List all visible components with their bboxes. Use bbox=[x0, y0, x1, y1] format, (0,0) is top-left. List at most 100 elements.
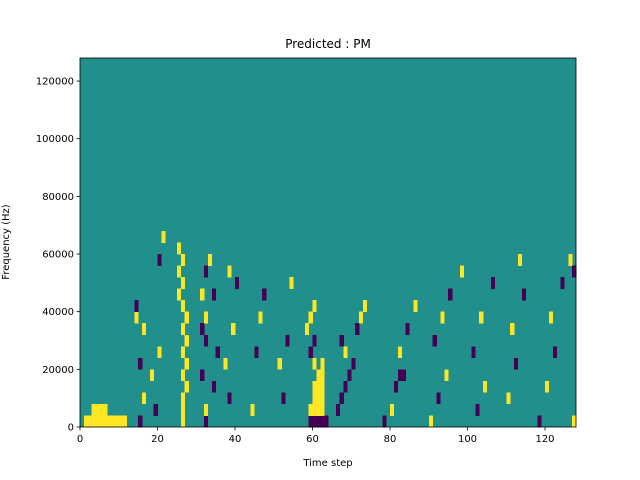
heatmap-cell bbox=[362, 300, 368, 312]
heatmap-cell bbox=[316, 380, 321, 393]
heatmap-cell bbox=[308, 403, 313, 416]
x-tick-label: 60 bbox=[306, 434, 319, 445]
heatmap-cell bbox=[184, 311, 189, 324]
heatmap-cell bbox=[153, 403, 158, 416]
heatmap-cell bbox=[149, 369, 154, 382]
x-tick-label: 100 bbox=[458, 434, 477, 445]
heatmap-cell bbox=[103, 415, 108, 428]
heatmap-cell bbox=[316, 392, 321, 405]
heatmap-cell bbox=[312, 380, 317, 393]
heatmap-cell bbox=[320, 403, 325, 416]
heatmap-cell bbox=[176, 288, 182, 301]
heatmap-cell bbox=[95, 415, 100, 428]
heatmap-cell bbox=[227, 392, 232, 405]
heatmap-cell bbox=[343, 346, 348, 359]
heatmap-cell bbox=[289, 277, 294, 289]
heatmap-cell bbox=[122, 415, 127, 428]
heatmap-cell bbox=[312, 300, 317, 312]
heatmap-cell bbox=[444, 369, 449, 382]
heatmap-cell bbox=[204, 334, 209, 347]
heatmap-cell bbox=[107, 415, 112, 428]
heatmap-cell bbox=[355, 323, 360, 336]
heatmap-cell bbox=[560, 277, 565, 289]
heatmap-cell bbox=[316, 415, 321, 428]
heatmap-cell bbox=[428, 415, 433, 428]
heatmap-cell bbox=[157, 346, 162, 359]
heatmap-cell bbox=[281, 392, 286, 405]
heatmap-cell bbox=[514, 357, 519, 370]
y-axis: 0 20000 40000 60000 80000 100000 120000 bbox=[36, 77, 80, 434]
heatmap-cell bbox=[479, 311, 484, 324]
heatmap-cell bbox=[215, 346, 220, 359]
heatmap-cell bbox=[200, 323, 205, 336]
heatmap-cell bbox=[320, 392, 325, 405]
heatmap-cell bbox=[405, 323, 410, 336]
heatmap-cell bbox=[390, 403, 395, 416]
heatmap-cell bbox=[413, 300, 418, 312]
heatmap-cell bbox=[320, 357, 325, 370]
heatmap-cell bbox=[320, 369, 325, 382]
heatmap-cell bbox=[397, 346, 402, 359]
heatmap-cell bbox=[490, 277, 495, 289]
heatmap-cell bbox=[184, 334, 189, 347]
heatmap-cell bbox=[180, 403, 185, 416]
y-tick-label: 80000 bbox=[42, 192, 74, 203]
heatmap-cell bbox=[339, 392, 344, 405]
heatmap-cell bbox=[324, 415, 329, 428]
heatmap-cell bbox=[138, 357, 143, 370]
heatmap-cell bbox=[211, 380, 216, 393]
x-tick-label: 0 bbox=[77, 434, 83, 445]
heatmap-cell bbox=[134, 311, 139, 324]
heatmap-cell bbox=[308, 415, 313, 428]
heatmap-cell bbox=[440, 311, 445, 324]
heatmap-cell bbox=[250, 403, 255, 416]
heatmap-cell bbox=[432, 334, 437, 347]
heatmap-cell bbox=[572, 265, 577, 278]
heatmap-cell bbox=[475, 403, 480, 416]
heatmap-cell bbox=[204, 415, 209, 428]
x-tick-label: 80 bbox=[384, 434, 397, 445]
heatmap-cell bbox=[176, 265, 182, 278]
heatmap-cell bbox=[91, 403, 96, 416]
heatmap-cell bbox=[95, 403, 100, 416]
x-tick-label: 40 bbox=[229, 434, 242, 445]
heatmap-cell bbox=[320, 380, 325, 393]
y-tick-label: 120000 bbox=[36, 77, 74, 88]
heatmap-cell bbox=[118, 415, 123, 428]
heatmap-cell bbox=[316, 403, 321, 416]
heatmap-cell bbox=[204, 311, 209, 324]
heatmap-background bbox=[80, 58, 576, 427]
heatmap-cell bbox=[180, 346, 185, 359]
heatmap-cell bbox=[258, 311, 263, 324]
heatmap-cell bbox=[285, 334, 290, 347]
heatmap-cell bbox=[459, 265, 464, 278]
heatmap-cell bbox=[308, 346, 313, 359]
heatmap-cell bbox=[180, 254, 185, 266]
heatmap-cell bbox=[180, 300, 185, 312]
heatmap-cell bbox=[204, 403, 209, 416]
y-axis-label: Frequency (Hz) bbox=[1, 204, 12, 280]
heatmap-cell bbox=[142, 392, 147, 405]
heatmap-cell bbox=[180, 415, 185, 428]
heatmap-cell bbox=[572, 415, 577, 428]
heatmap-cell bbox=[545, 380, 550, 393]
heatmap-cell bbox=[262, 288, 267, 301]
heatmap-cell bbox=[138, 415, 143, 428]
heatmap-cell bbox=[312, 415, 317, 428]
heatmap-cell bbox=[223, 357, 228, 370]
heatmap-cell bbox=[157, 254, 162, 266]
heatmap-cell bbox=[308, 311, 313, 324]
heatmap-cell bbox=[521, 288, 526, 301]
heatmap-cell bbox=[111, 415, 116, 428]
heatmap-cell bbox=[312, 334, 317, 347]
heatmap-cell bbox=[335, 403, 340, 416]
y-tick-label: 20000 bbox=[42, 365, 74, 376]
heatmap-cell bbox=[184, 380, 189, 393]
heatmap-cell bbox=[91, 415, 96, 428]
heatmap-cell bbox=[343, 380, 348, 393]
heatmap-cell bbox=[436, 392, 441, 405]
heatmap-cell bbox=[103, 403, 108, 416]
heatmap-cell bbox=[180, 277, 185, 289]
plot-frame bbox=[79, 57, 577, 428]
